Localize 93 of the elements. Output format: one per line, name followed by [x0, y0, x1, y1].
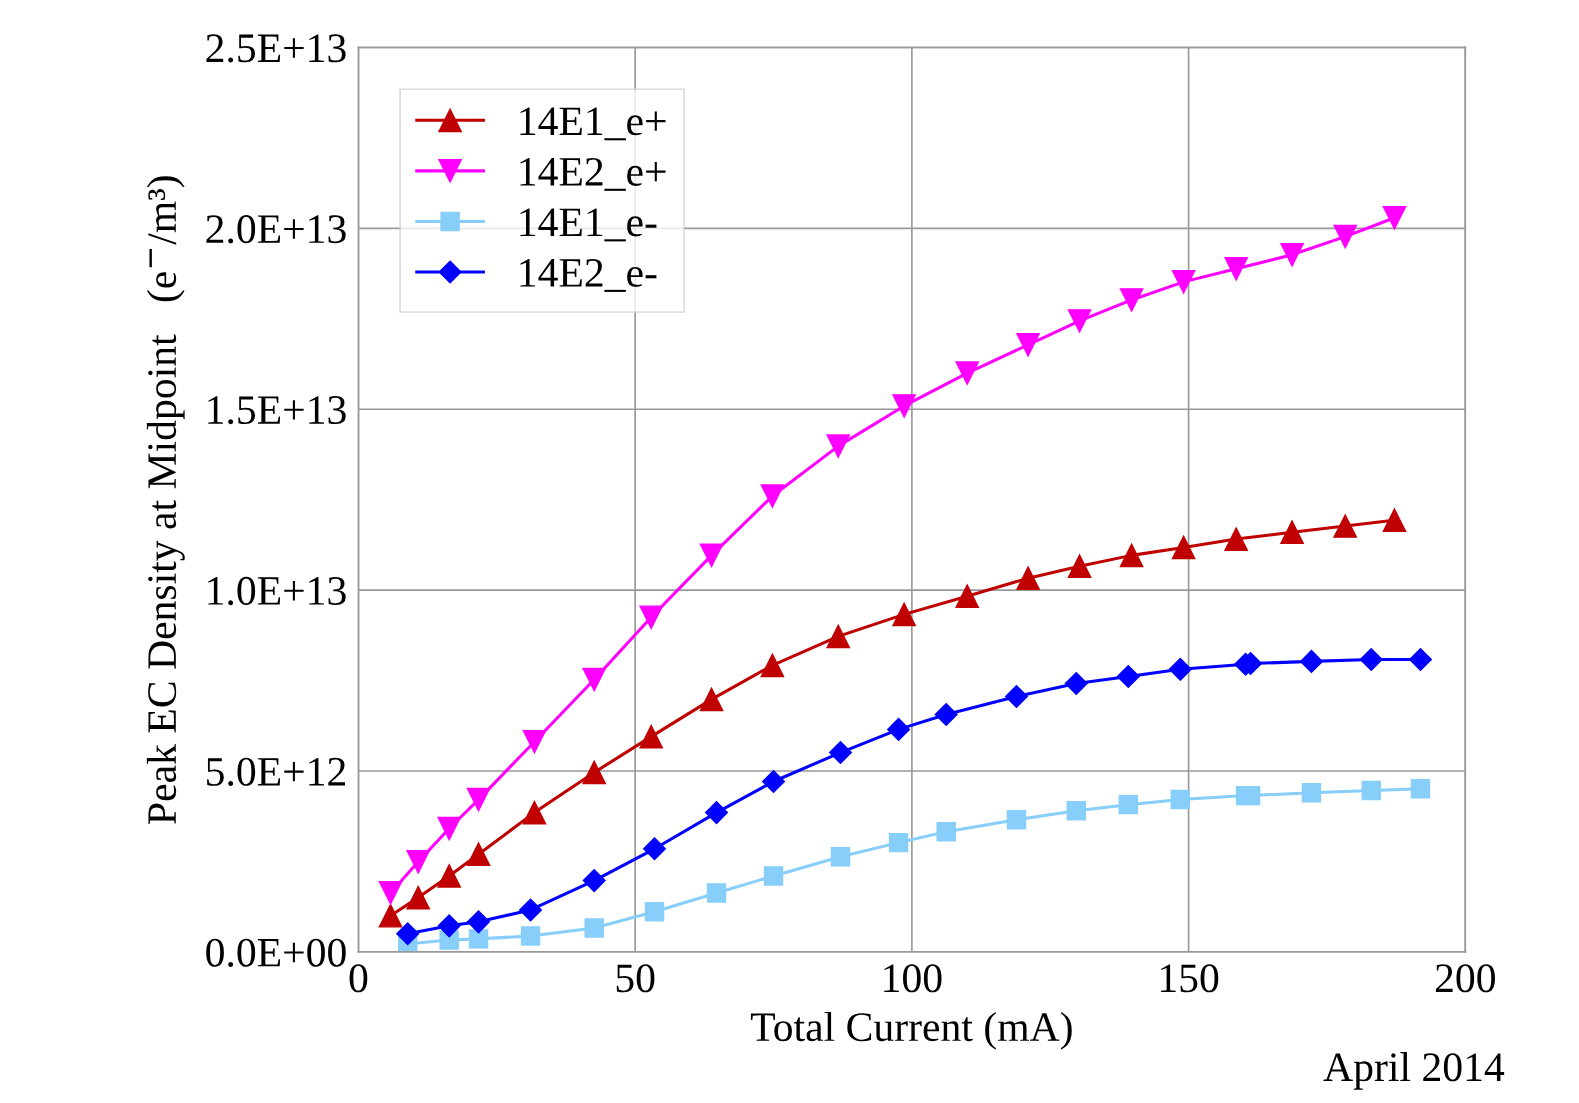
- y-tick-label: 5.0E+12: [207, 757, 346, 787]
- point: [1171, 270, 1196, 294]
- point: [1170, 789, 1191, 810]
- point: [643, 837, 667, 861]
- point: [830, 847, 851, 867]
- point: [1299, 649, 1323, 673]
- point: [406, 885, 431, 910]
- point: [437, 914, 461, 938]
- point: [1333, 514, 1358, 538]
- point: [520, 926, 541, 946]
- point: [1280, 242, 1304, 267]
- point: [888, 832, 909, 853]
- text: April 2014: [1323, 1051, 1505, 1090]
- point: [582, 869, 606, 893]
- x-tick-label: 50: [616, 964, 655, 993]
- point: [1333, 224, 1358, 249]
- point: [1410, 779, 1431, 799]
- point: [1382, 206, 1407, 230]
- point: [582, 760, 607, 785]
- point: [522, 800, 547, 825]
- point: [1118, 794, 1138, 815]
- point: [892, 394, 916, 418]
- point: [466, 842, 491, 867]
- point: [1361, 780, 1381, 801]
- x-tick-label: 0: [349, 964, 368, 993]
- point: [639, 605, 664, 630]
- point: [644, 902, 665, 922]
- point: [936, 822, 956, 842]
- point: [760, 484, 785, 508]
- x-tick-label: 150: [1161, 964, 1219, 993]
- x-tick-label: 200: [1435, 964, 1495, 993]
- point: [1067, 554, 1092, 579]
- point: [639, 724, 664, 749]
- point: [1224, 257, 1248, 281]
- point: [1359, 648, 1383, 672]
- point: [1116, 665, 1140, 689]
- point: [1066, 801, 1086, 821]
- point: [699, 543, 724, 568]
- point: [826, 624, 851, 649]
- point: [396, 922, 420, 946]
- point: [955, 361, 980, 385]
- point: [934, 703, 958, 727]
- point: [522, 729, 547, 754]
- x-axis-title: Total Current (mA): [750, 1011, 1072, 1050]
- point: [466, 787, 491, 812]
- y-axis-title: Peak EC Density at Midpoint (e$^{−}$/m³): [146, 176, 185, 824]
- point: [1064, 671, 1088, 695]
- point: [1240, 785, 1261, 806]
- point: [1408, 648, 1432, 672]
- point: [760, 653, 785, 678]
- point: [1119, 288, 1144, 312]
- point: [378, 881, 403, 905]
- point: [1067, 309, 1092, 333]
- point: [1171, 535, 1196, 560]
- x-tick-label: 100: [884, 964, 942, 993]
- legend-label: 14E2_e+: [520, 157, 666, 191]
- y-tick-label: 1.5E+13: [208, 396, 346, 425]
- point: [1382, 508, 1407, 533]
- point: [828, 741, 852, 765]
- y-tick-label: 1.0E+13: [208, 576, 346, 606]
- point: [467, 910, 491, 934]
- point: [699, 687, 724, 712]
- point: [406, 849, 431, 874]
- point: [1224, 527, 1248, 551]
- point: [887, 717, 911, 741]
- point: [437, 864, 462, 888]
- point: [437, 816, 462, 841]
- point: [1004, 684, 1028, 708]
- y-tick-label: 0.0E+00: [206, 938, 346, 967]
- y-tick-label: 2.0E+13: [206, 215, 346, 244]
- point: [1119, 543, 1144, 568]
- point: [762, 769, 786, 793]
- point: [378, 903, 403, 928]
- point: [1016, 566, 1040, 590]
- point: [468, 929, 489, 949]
- point: [1006, 810, 1027, 830]
- point: [584, 918, 604, 938]
- point: [582, 667, 607, 692]
- legend-label: 14E1_e+: [520, 107, 666, 141]
- y-tick-label: 2.5E+13: [206, 34, 346, 63]
- point: [892, 602, 916, 627]
- legend-label: 14E2_e-: [520, 258, 657, 292]
- point: [706, 883, 727, 903]
- point: [1301, 782, 1322, 803]
- point: [826, 434, 851, 458]
- point: [519, 898, 543, 922]
- point: [705, 801, 729, 825]
- legend-label: 14E1_e-: [520, 208, 657, 242]
- point: [1168, 657, 1192, 681]
- point: [1016, 333, 1040, 357]
- point: [955, 584, 980, 609]
- point: [763, 866, 784, 886]
- point: [1280, 520, 1304, 545]
